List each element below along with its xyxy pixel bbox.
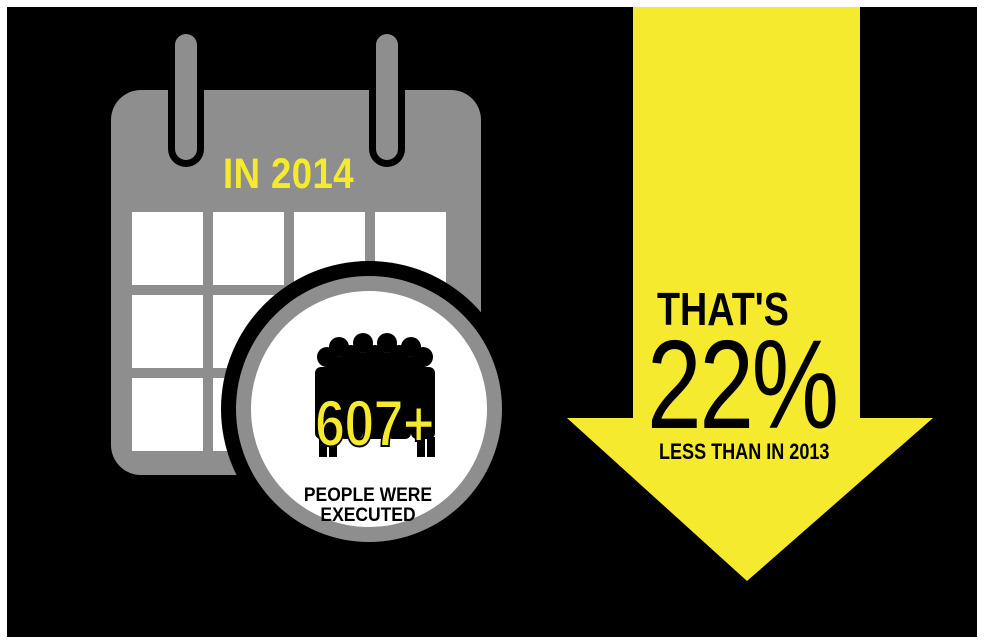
executions-label-line2: EXECUTED bbox=[320, 505, 416, 526]
binder-ring-right-icon bbox=[369, 27, 405, 167]
change-percent: 22% bbox=[647, 314, 839, 455]
binder-ring-left-icon bbox=[168, 27, 204, 167]
change-suffix: LESS THAN IN 2013 bbox=[659, 439, 830, 464]
down-arrow-icon bbox=[567, 7, 933, 581]
change-prefix: THAT'S bbox=[657, 283, 789, 335]
infographic-panel: IN 2014 607+ PEOPLE WERE EXECUTED THAT'S… bbox=[7, 7, 977, 637]
year-label: IN 2014 bbox=[223, 150, 354, 198]
people-group-icon bbox=[315, 333, 435, 457]
calendar-icon bbox=[111, 27, 517, 557]
executions-count: 607+ bbox=[314, 385, 435, 461]
executions-label-line1: PEOPLE WERE bbox=[303, 485, 433, 506]
